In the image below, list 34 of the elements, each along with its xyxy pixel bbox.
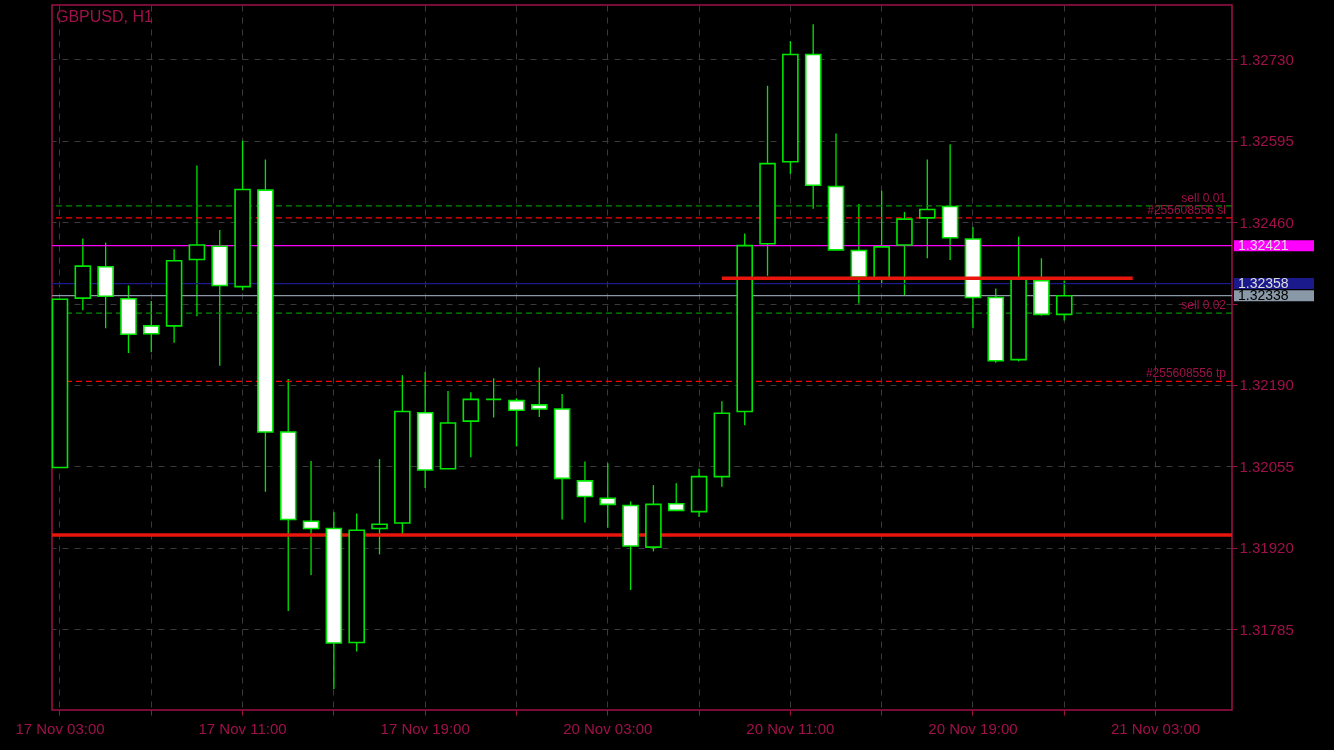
chart-title: GBPUSD, H1	[56, 8, 154, 25]
candlestick	[188, 164, 206, 317]
x-tick-label: 20 Nov 03:00	[563, 719, 653, 737]
candlestick	[599, 462, 617, 529]
candlestick	[371, 458, 388, 556]
x-tick-label: 20 Nov 19:00	[928, 719, 1018, 737]
candlestick	[1055, 279, 1073, 322]
ref-line-label: #255608556 sl	[1147, 202, 1226, 217]
y-tick-label: 1.31920	[1239, 539, 1294, 557]
y-tick-label: 1.32460	[1239, 213, 1294, 231]
y-tick-label: 1.32730	[1239, 50, 1294, 68]
ref-line-label: #255608556 tp	[1145, 366, 1227, 381]
y-tick-label: 1.32595	[1239, 132, 1294, 150]
x-tick-label: 21 Nov 03:00	[1110, 719, 1201, 737]
x-tick-label: 17 Nov 11:00	[198, 719, 287, 737]
candlestick	[667, 482, 685, 512]
y-tick-label: 1.31785	[1239, 620, 1294, 638]
candlestick	[142, 300, 160, 354]
ref-line-label: sell 0.01	[1181, 190, 1227, 205]
y-tick-label: 1.32055	[1239, 457, 1294, 475]
candlestick	[485, 377, 502, 419]
x-tick-label: 17 Nov 19:00	[380, 719, 470, 737]
candlestick	[462, 391, 480, 458]
ref-line-label: 1.32421	[1238, 236, 1289, 253]
candlestick	[508, 397, 525, 448]
ref-line-label: sell 0.02	[1181, 298, 1227, 313]
candlestick	[530, 366, 548, 418]
y-tick-label: 1.32190	[1239, 376, 1294, 394]
candlestick	[576, 460, 594, 524]
ref-line-label: 1.32358	[1238, 274, 1289, 291]
candlestick	[919, 158, 936, 259]
candlestick	[302, 460, 320, 576]
x-tick-label: 17 Nov 03:00	[15, 719, 105, 737]
x-tick-label: 20 Nov 11:00	[746, 719, 835, 737]
